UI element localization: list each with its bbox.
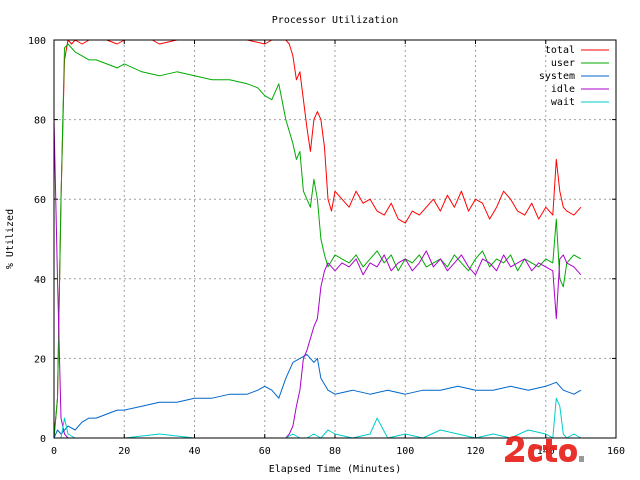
- series-line-system: [53, 353, 582, 439]
- series-line-idle: [53, 119, 582, 439]
- x-axis-label: Elapsed Time (Minutes): [269, 464, 401, 475]
- y-tick-label: 80: [34, 116, 46, 127]
- legend-label-user: user: [551, 58, 575, 69]
- axis-ticks: 0 20 40 60 80 100 0 20 40 60 80 100 120 140 160: [28, 36, 625, 457]
- series-lines: [53, 39, 582, 439]
- legend-label-idle: idle: [551, 84, 575, 95]
- 2cto-logo-icon: [505, 436, 584, 462]
- y-tick-label: 40: [34, 275, 46, 286]
- series-line-wait: [54, 397, 582, 439]
- y-tick-label: 20: [34, 354, 46, 365]
- legend-label-system: system: [539, 71, 575, 82]
- legend: total user system idle wait: [539, 45, 609, 108]
- x-tick-label: 60: [259, 446, 271, 457]
- y-tick-label: 0: [40, 434, 46, 445]
- legend-label-wait: wait: [551, 97, 575, 108]
- x-tick-label: 120: [466, 446, 484, 457]
- chart-title: Processor Utilization: [272, 15, 398, 26]
- x-tick-label: 20: [118, 446, 130, 457]
- x-tick-label: 160: [607, 446, 625, 457]
- x-tick-label: 80: [329, 446, 341, 457]
- y-tick-label: 60: [34, 195, 46, 206]
- y-tick-label: 100: [28, 36, 46, 47]
- grid-lines: [54, 40, 616, 438]
- series-line-user: [53, 43, 582, 439]
- x-tick-label: 0: [51, 446, 57, 457]
- x-tick-label: 40: [188, 446, 200, 457]
- legend-label-total: total: [545, 45, 575, 56]
- series-line-total: [53, 39, 582, 439]
- y-axis-label: % Utilized: [5, 209, 16, 269]
- watermark-logo: [504, 432, 634, 466]
- x-tick-label: 140: [537, 446, 555, 457]
- x-tick-label: 100: [396, 446, 414, 457]
- plot-frame: [53, 39, 617, 439]
